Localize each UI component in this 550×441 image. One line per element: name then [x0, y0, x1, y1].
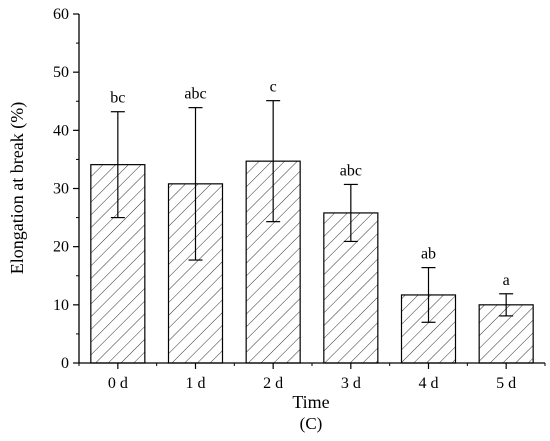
- x-tick-label: 4 d: [419, 375, 439, 392]
- y-tick-label: 40: [53, 122, 69, 139]
- x-tick-label: 2 d: [263, 375, 283, 392]
- x-axis-title: Time: [292, 392, 329, 412]
- y-tick-label: 60: [53, 6, 69, 23]
- x-tick-label: 1 d: [186, 375, 206, 392]
- y-tick-label: 20: [53, 239, 69, 256]
- significance-label: c: [270, 79, 277, 96]
- y-tick-label: 50: [53, 64, 69, 81]
- x-tick-label: 5 d: [496, 375, 516, 392]
- significance-label: ab: [421, 246, 436, 263]
- significance-label: abc: [184, 86, 206, 103]
- x-tick-label: 0 d: [108, 375, 128, 392]
- significance-label: a: [503, 272, 510, 289]
- significance-labels-layer: bc abc c abc ab a: [110, 79, 509, 289]
- x-tick-label: 3 d: [341, 375, 361, 392]
- y-tick-label: 30: [53, 181, 69, 198]
- y-tick-label: 10: [53, 297, 69, 314]
- bars-layer: [90, 160, 534, 364]
- error-bars-layer: [110, 100, 514, 323]
- significance-label: bc: [110, 90, 125, 107]
- panel-caption: (C): [300, 414, 323, 433]
- significance-label: abc: [340, 162, 362, 179]
- y-tick-label: 0: [61, 355, 69, 372]
- y-axis-title: Elongation at break (%): [7, 102, 28, 274]
- axes-layer: 0 d 1 d 2 d 3 d 4 d 5 d 0 10 20 30 40 50 60: [53, 6, 546, 392]
